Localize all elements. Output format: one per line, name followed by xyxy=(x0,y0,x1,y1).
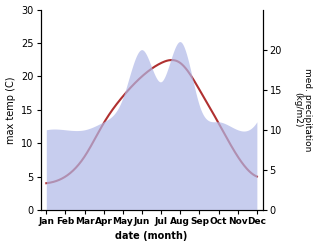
Y-axis label: med. precipitation
(kg/m2): med. precipitation (kg/m2) xyxy=(293,68,313,151)
X-axis label: date (month): date (month) xyxy=(115,231,188,242)
Y-axis label: max temp (C): max temp (C) xyxy=(5,76,16,144)
